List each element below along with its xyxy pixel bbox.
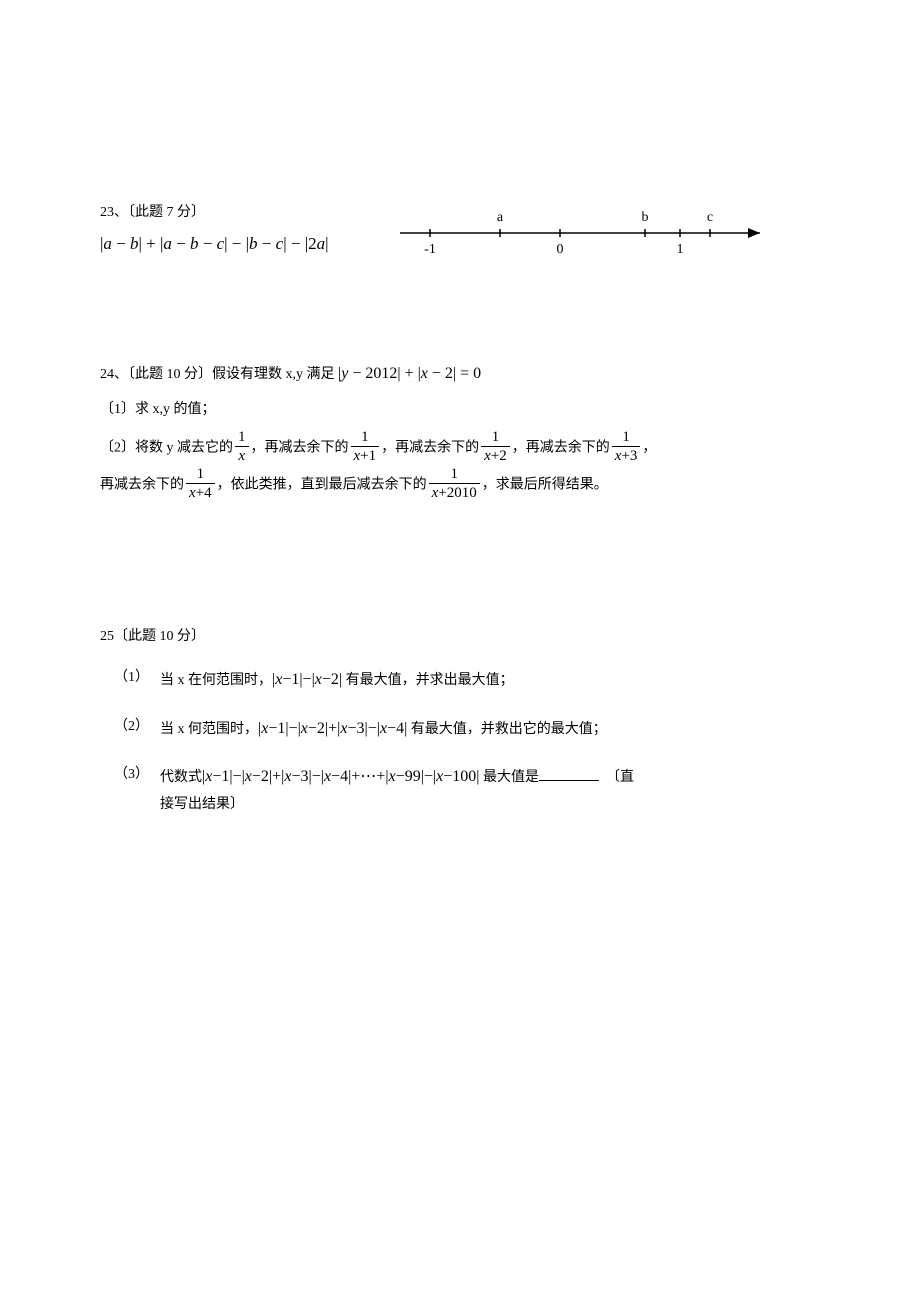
p25-i2-b: 有最大值，并救出它的最大值； bbox=[411, 722, 607, 737]
svg-text:0: 0 bbox=[557, 242, 564, 257]
svg-text:b: b bbox=[642, 210, 649, 225]
problem-24: 24、〔此题 10 分〕假设有理数 x,y 满足 |y − 2012| + |x… bbox=[100, 360, 820, 504]
p24-t-a: 将数 y 减去它的 bbox=[135, 440, 233, 455]
svg-text:c: c bbox=[707, 210, 713, 225]
p25-item3-label: （3） bbox=[100, 762, 160, 819]
p24-t-f: 再减去余下的 bbox=[100, 478, 184, 493]
p25-i3-a: 代数式 bbox=[160, 770, 202, 785]
svg-text:-1: -1 bbox=[424, 242, 436, 257]
p24-t-b: ，再减去余下的 bbox=[251, 440, 349, 455]
p25-i1-expr: |x−1|−|x−2| bbox=[272, 671, 342, 688]
svg-text:a: a bbox=[497, 210, 504, 225]
frac-1-over-x1: 1x+1 bbox=[351, 428, 380, 465]
p25-i1-b: 有最大值，并求出最大值； bbox=[346, 673, 514, 688]
problem-25: 25〔此题 10 分〕 （1） 当 x 在何范围时，|x−1|−|x−2| 有最… bbox=[100, 624, 820, 819]
p24-part1-label: 〔1〕 bbox=[100, 402, 135, 417]
frac-1-over-x2: 1x+2 bbox=[481, 428, 510, 465]
p25-i2-expr: |x−1|−|x−2|+|x−3|−|x−4| bbox=[258, 720, 407, 737]
frac-1-over-x: 1x bbox=[235, 428, 249, 465]
p25-item1-label: （1） bbox=[100, 665, 160, 695]
number-line-diagram: -1 a 0 b 1 c bbox=[400, 205, 770, 260]
p24-t-h: ，求最后所得结果。 bbox=[482, 478, 608, 493]
p24-t-e: ， bbox=[642, 440, 656, 455]
p24-header-expr: |y − 2012| + |x − 2| = 0 bbox=[338, 365, 481, 382]
p25-item-1: （1） 当 x 在何范围时，|x−1|−|x−2| 有最大值，并求出最大值； bbox=[100, 665, 820, 695]
p25-i3-b: 最大值是 bbox=[483, 770, 539, 785]
frac-1-over-x3: 1x+3 bbox=[612, 428, 641, 465]
p24-part2: 〔2〕将数 y 减去它的1x，再减去余下的1x+1，再减去余下的1x+2，再减去… bbox=[100, 430, 820, 504]
p25-i3-expr: |x−1|−|x−2|+|x−3|−|x−4|+⋯+|x−99|−|x−100| bbox=[202, 768, 479, 785]
p24-t-d: ，再减去余下的 bbox=[512, 440, 610, 455]
problem-23: 23、〔此题 7 分〕 |a − b| + |a − b − c| − |b −… bbox=[100, 200, 820, 260]
svg-text:1: 1 bbox=[677, 242, 684, 257]
p24-header: 24、〔此题 10 分〕假设有理数 x,y 满足 |y − 2012| + |x… bbox=[100, 360, 820, 389]
p24-part2-label: 〔2〕 bbox=[100, 440, 135, 455]
p24-part1: 〔1〕求 x,y 的值； bbox=[100, 397, 820, 422]
p25-header: 25〔此题 10 分〕 bbox=[100, 624, 820, 649]
p25-item-2: （2） 当 x 何范围时，|x−1|−|x−2|+|x−3|−|x−4| 有最大… bbox=[100, 714, 820, 744]
p25-i2-a: 当 x 何范围时， bbox=[160, 722, 258, 737]
p25-item2-label: （2） bbox=[100, 714, 160, 744]
p24-part1-text: 求 x,y 的值； bbox=[135, 402, 216, 417]
answer-blank bbox=[539, 780, 599, 781]
p25-i1-a: 当 x 在何范围时， bbox=[160, 673, 272, 688]
frac-1-over-x4: 1x+4 bbox=[186, 465, 215, 502]
p25-i3-d: 接写出结果〕 bbox=[160, 792, 820, 819]
p24-t-c: ，再减去余下的 bbox=[381, 440, 479, 455]
p25-item-3: （3） 代数式|x−1|−|x−2|+|x−3|−|x−4|+⋯+|x−99|−… bbox=[100, 762, 820, 819]
p24-t-g: ，依此类推，直到最后减去余下的 bbox=[217, 478, 427, 493]
p24-header-text: 24、〔此题 10 分〕假设有理数 x,y 满足 bbox=[100, 367, 335, 382]
p25-i3-c: 〔直 bbox=[606, 770, 634, 785]
frac-1-over-x2010: 1x+2010 bbox=[429, 465, 480, 502]
